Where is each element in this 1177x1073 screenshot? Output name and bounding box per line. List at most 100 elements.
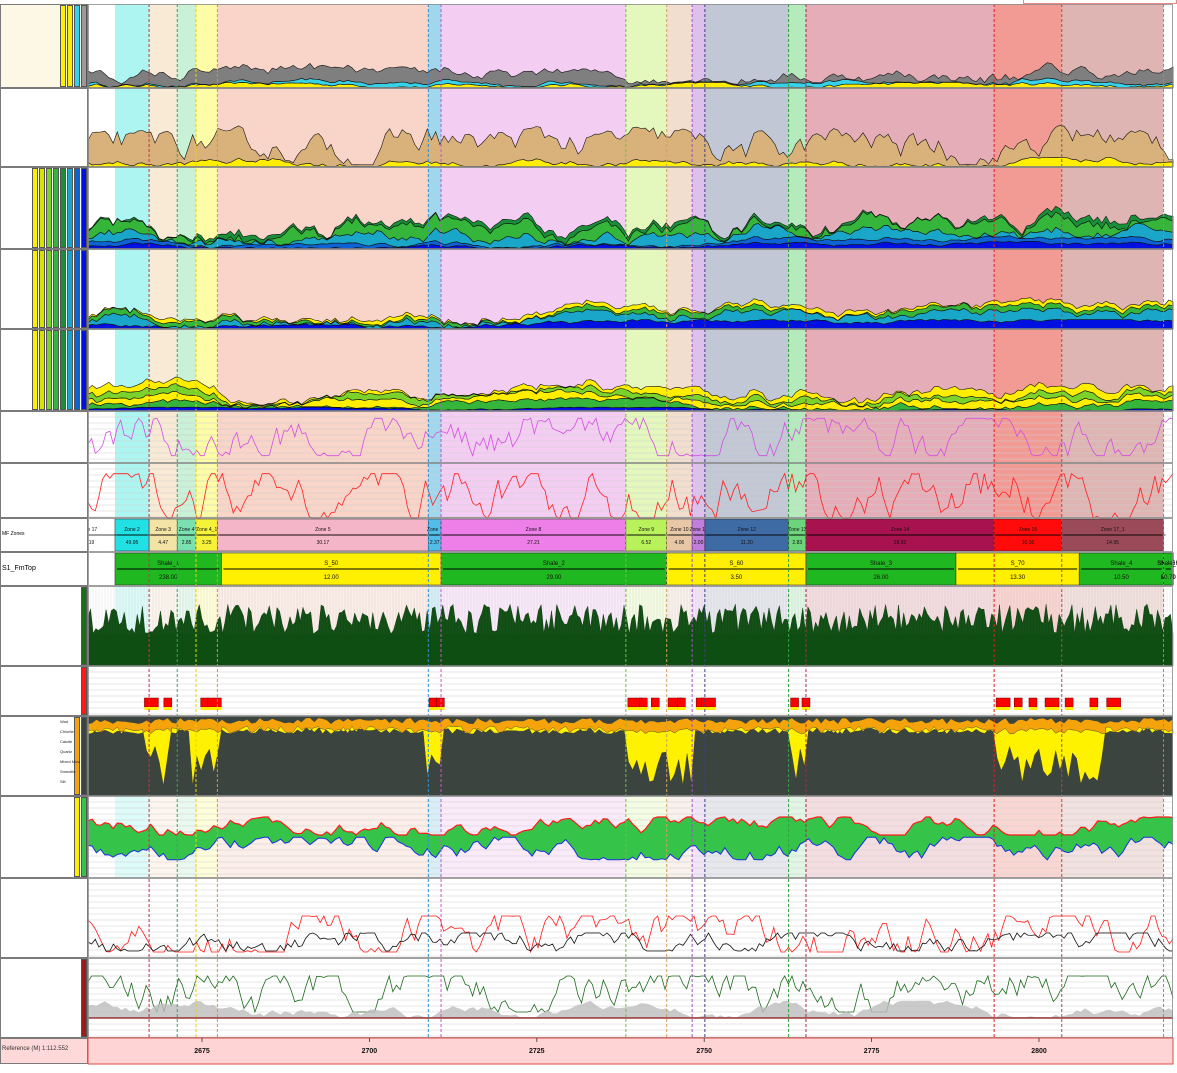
depth-tick-label: 2675 [194,1048,210,1055]
formation-value: 12.00 [324,575,340,581]
track-border [88,518,1173,552]
formation-name: Shale_6 [1157,561,1177,567]
zone-shade [1061,463,1164,518]
flag-mark-base [701,707,716,710]
formation-value: 60.70 [1161,575,1177,581]
flag-mark [790,697,799,708]
stacked-area-layer [87,124,1174,167]
header-color-swatch [39,330,45,410]
track-border [88,586,1173,666]
track-lithology-header [0,716,88,796]
lithology-legend-label: Smectite [60,769,76,774]
mf-zone-value: 4.06 [675,540,685,546]
flag-mark-base [639,707,648,710]
zone-shade [149,249,178,329]
zone-shade [625,463,667,518]
header-color-swatch [81,5,87,87]
mf-zone-value: 27.21 [527,540,540,546]
flag-mark [1044,697,1060,708]
zone-shade [692,463,705,518]
formation-name: S_70 [1011,561,1026,567]
flag-mark [163,697,173,708]
header-color-swatch [74,168,80,248]
flag-mark-base [200,707,209,710]
zone-shade [177,4,196,88]
header-color-swatch [67,330,73,410]
flag-mark-base [207,707,222,710]
lithology-legend-label: Quartz [60,749,73,754]
header-color-swatch [46,250,52,328]
flag-mark-base [1106,707,1121,710]
formation-value: 26.00 [873,575,889,581]
mf-zone-value: 49.95 [126,540,139,546]
mf-zone-name: Zone 8 [526,527,542,533]
mf-zone-value: 4.47 [158,540,168,546]
formation-name: Shale_1 [157,561,180,567]
mf-zone-name: Zone 12 [738,527,757,533]
track-texture-header [0,586,88,666]
formation-name: S_60 [729,561,744,567]
mf-zone-name: Zone 9 [638,527,654,533]
flag-mark [207,697,222,708]
zone-shade [428,249,442,329]
flag-mark-base [428,707,437,710]
zone-shade [625,411,667,463]
header-color-swatch [53,250,59,328]
flag-mark-base [144,707,159,710]
flag-mark [638,697,648,708]
track-border [88,249,1173,329]
zone-shade [428,4,442,88]
track-1-header [0,4,88,88]
mf-zone-name: Zone 15 [1019,527,1038,533]
mf-zone-name: Zone 11 [690,527,708,533]
zone-shade [994,463,1062,518]
flag-mark [1028,697,1038,708]
track-border [88,4,1173,88]
mf-zone-value: 2.37 [430,540,440,546]
header-color-swatch [67,5,73,87]
flag-mark-base [1065,707,1074,710]
track-border [88,329,1173,411]
track-7-curve-red-header [0,463,88,518]
gray-fill [88,1000,1173,1018]
zone-shade [1061,411,1164,463]
zone-shade [195,249,218,329]
track-2-header [0,88,88,167]
header-color-swatch [67,250,73,328]
header-color-swatch [81,667,87,715]
mf-zone-name: Zone 2 [124,527,140,533]
header-color-swatch [60,5,66,87]
mf-zone-value: 14.95 [1106,540,1119,546]
log-plot-svg: Zone 2 49.95 Zone 3 4.47 Zone 4 2.85 Zone 4_1 3… [79,4,1177,1065]
flag-mark-base [996,707,1011,710]
header-color-swatch [46,168,52,248]
zone-shade [692,249,705,329]
log-curve [87,472,1174,520]
lithology-legend-label: Silt [60,779,66,784]
flag-mark-base [436,707,445,710]
formation-value: 13.30 [1010,575,1026,581]
header-color-swatch [81,330,87,410]
track-green-curve-header [0,958,88,1038]
formation-header-label: S1_FmTop [2,565,36,572]
zone-shade [704,4,789,88]
log-curve [87,914,1174,954]
lithology-yellow [87,725,1174,786]
header-color-swatch [81,587,87,665]
header-color-swatch [60,250,66,328]
track-6-curve-magenta-header [0,411,88,463]
header-color-swatch [74,5,80,87]
header-color-swatch [74,717,80,795]
mf-zone-value: 2.00 [694,540,704,546]
mf-zone-value: 28.92 [894,540,907,546]
flag-mark [701,697,716,708]
formation-name: Shale_2 [543,561,566,567]
formation-value: 10.50 [1114,575,1130,581]
mf-zone-value: 11.20 [741,540,753,546]
zone-shade [625,4,667,88]
mf-zone-name: Zone 17_1 [1101,527,1125,533]
flag-mark-base [668,707,683,710]
flag-mark-base [801,707,810,710]
zone-shade [177,463,196,518]
flag-mark-base [1014,707,1023,710]
